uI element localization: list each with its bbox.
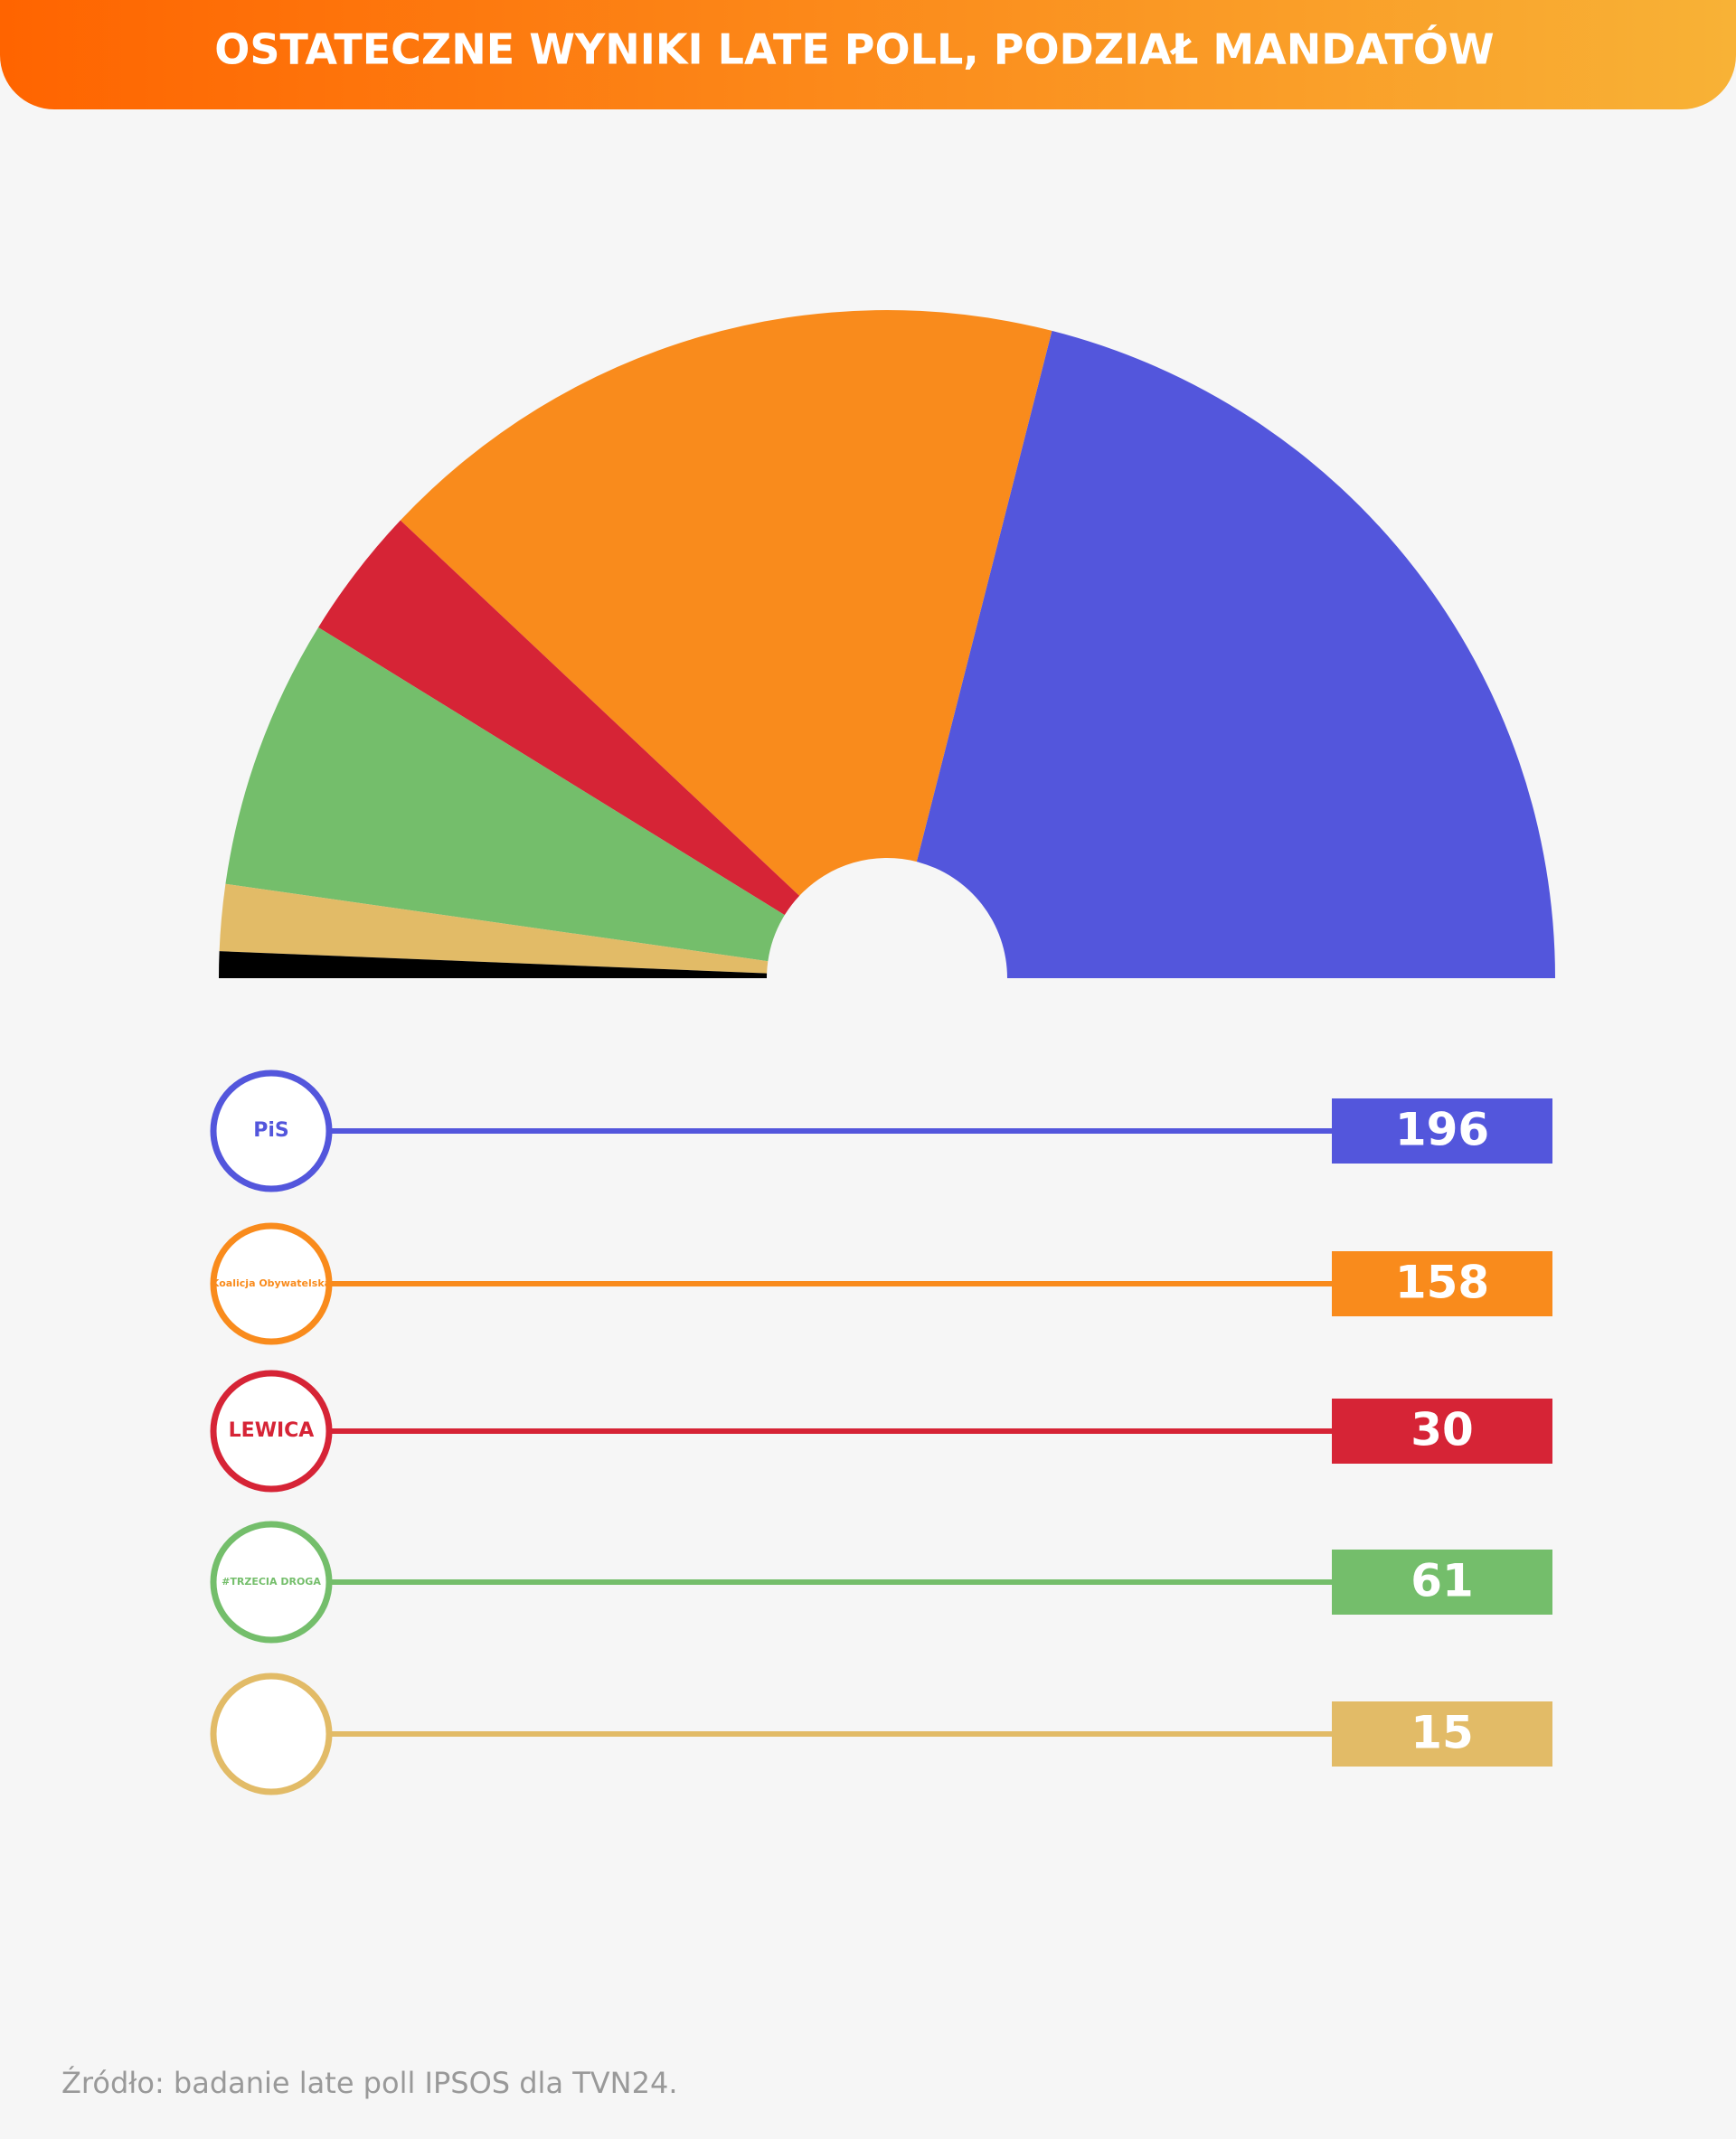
party-logo: [210, 1222, 333, 1345]
seat-segment: [225, 627, 785, 962]
chart-title: OSTATECZNE WYNIKI LATE POLL, PODZIAŁ MAN…: [214, 25, 1494, 74]
seat-segment: [916, 330, 1555, 978]
party-logo-text: #TRZECIA DROGA: [222, 1576, 321, 1588]
value-box: [1332, 1399, 1552, 1464]
party-logo: [210, 1673, 333, 1795]
value-box: [1332, 1098, 1552, 1164]
value-box: [1332, 1701, 1552, 1767]
party-logo-text: Koalicja Obywatelska: [212, 1277, 331, 1289]
value-box: [1332, 1550, 1552, 1615]
party-logo-text: PiS: [253, 1119, 289, 1142]
value-label: 30: [1410, 1404, 1474, 1456]
seat-segment: [219, 951, 768, 978]
party-logo-text: LEWICA: [229, 1419, 315, 1442]
party-logo: [210, 1070, 333, 1192]
seat-segment: [318, 520, 800, 916]
source-note: Źródło: badanie late poll IPSOS dla TVN2…: [61, 2066, 677, 2100]
value-label: 15: [1410, 1707, 1474, 1759]
seat-segment: [400, 309, 1052, 896]
party-logo: [210, 1370, 333, 1493]
seat-segment: [219, 883, 769, 974]
value-label: 196: [1395, 1104, 1489, 1156]
value-label: 61: [1410, 1555, 1474, 1607]
value-label: 158: [1395, 1257, 1489, 1309]
party-logo: [210, 1521, 333, 1644]
value-box: [1332, 1251, 1552, 1316]
header-bar: [0, 0, 1736, 109]
